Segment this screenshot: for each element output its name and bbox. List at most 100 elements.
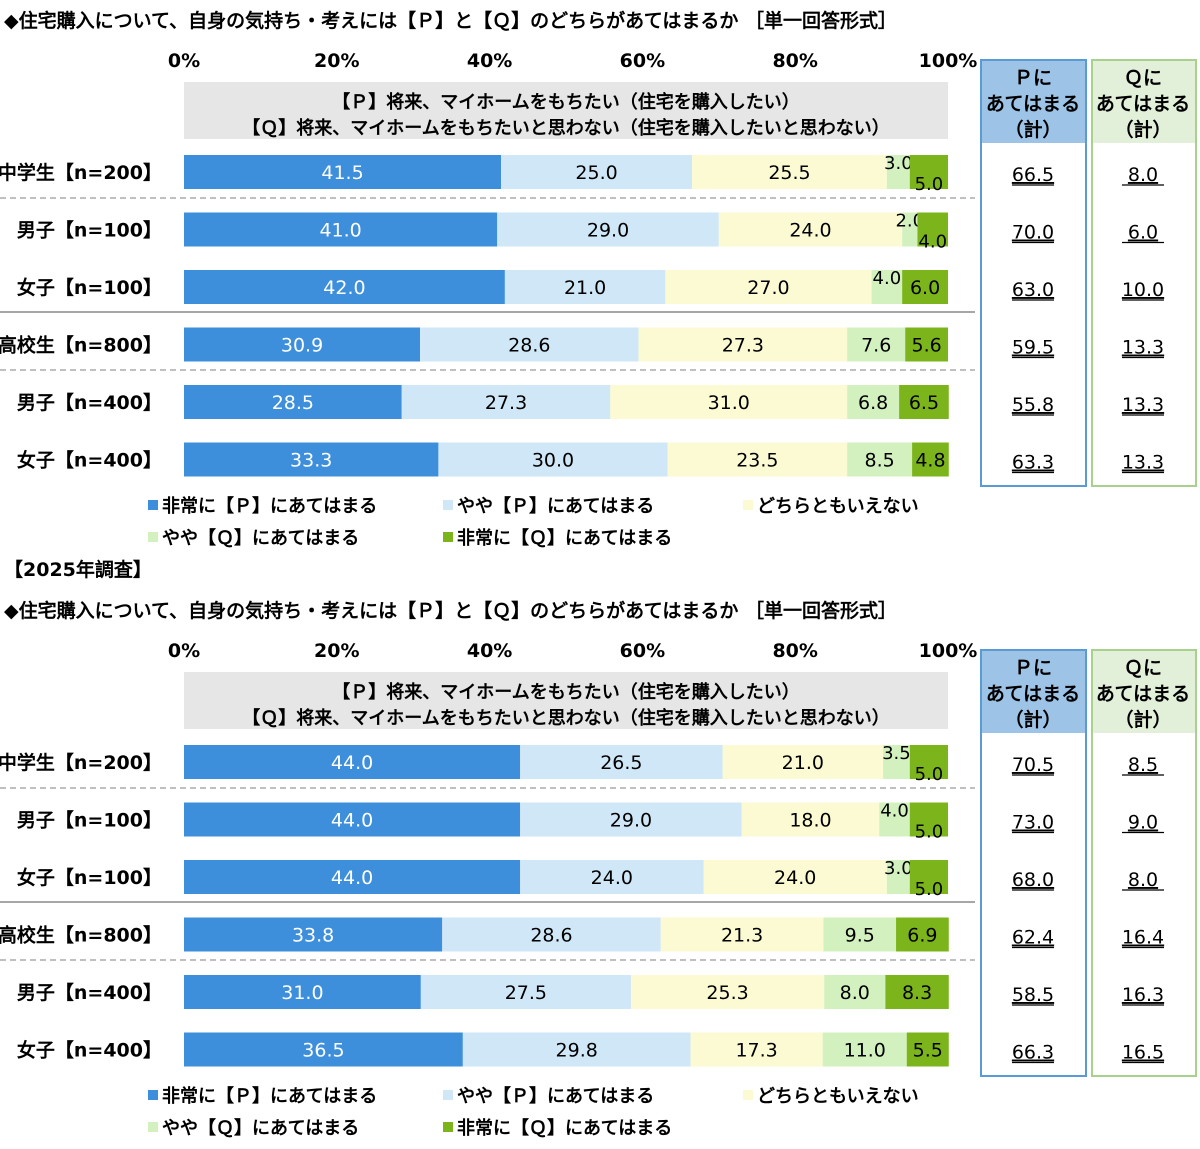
x-tick-label: 40% [467, 640, 512, 662]
x-tick-label: 20% [314, 640, 359, 662]
data-label: 24.0 [774, 867, 816, 889]
q-total-header-line: あてはまる [1096, 683, 1190, 705]
data-label: 5.6 [911, 335, 941, 357]
data-label: 5.0 [915, 822, 944, 843]
bar-segment-p-strong [184, 975, 421, 1009]
panel-2: 【2025年調査】 ◆住宅購入について、自身の気持ち・考えには【Ｐ】と【Ｑ】のどち… [0, 558, 1197, 1139]
category-label: 男子【n=400】 [17, 391, 162, 414]
category-label: 高校生【n=800】 [0, 334, 162, 357]
bar-segment-q-some [823, 917, 897, 952]
data-label: 5.0 [915, 174, 944, 195]
survey-label: 【2025年調査】 [4, 558, 152, 581]
bar-segment-neutral [660, 917, 824, 952]
data-label: 31.0 [708, 392, 750, 414]
question-q: 【Ｑ】将来、マイホームをもちたいと思わない（住宅を購入したいと思わない） [242, 117, 889, 139]
data-label: 27.3 [722, 335, 764, 357]
bar-segment-p-strong [184, 860, 521, 894]
question-p: 【Ｐ】将来、マイホームをもちたい（住宅を購入したい） [332, 681, 799, 703]
data-label: 27.0 [747, 277, 789, 299]
bar-segment-neutral [667, 442, 848, 477]
q-total-header-line: あてはまる [1096, 93, 1190, 115]
bar-segment-p-strong [184, 745, 521, 779]
data-label: 6.0 [910, 277, 940, 299]
p-total-value: 63.3 [1012, 452, 1054, 474]
legend-q-some: やや【Ｑ】にあてはまる [148, 1118, 359, 1139]
bar-segment-neutral [690, 1032, 823, 1067]
data-label: 24.0 [789, 220, 831, 242]
chart-title: ◆住宅購入について、自身の気持ち・考えには【Ｐ】と【Ｑ】のどちらがあてはまるか … [4, 599, 897, 622]
q-total-header-line: （計） [1114, 708, 1171, 731]
bar-segment-neutral [703, 860, 887, 894]
legend-q-strong: 非常に【Ｑ】にあてはまる [443, 527, 672, 549]
data-label: 5.5 [913, 1040, 943, 1062]
legend-swatch [743, 1090, 753, 1100]
bar-segment-neutral [665, 270, 872, 304]
legend-swatch [148, 1122, 158, 1132]
bar-row: 高校生【n=800】 33.8 28.6 21.3 9.5 6.9 62.4 16.4 [0, 917, 1164, 952]
legend: 非常に【Ｐ】にあてはまる やや【Ｐ】にあてはまる どちらともいえないやや【Ｑ】にあて… [148, 495, 919, 549]
bar-segment-q-some [871, 270, 903, 304]
p-total-value: 66.5 [1012, 164, 1054, 186]
bar-segment-p-strong [184, 155, 502, 189]
q-total-value: 16.3 [1122, 984, 1164, 1006]
data-label: 21.3 [721, 925, 763, 947]
data-label: 3.0 [884, 153, 913, 174]
x-tick-label: 80% [772, 640, 817, 662]
x-tick-label: 20% [314, 50, 359, 72]
p-total-header-line: あてはまる [986, 93, 1080, 115]
question-p: 【Ｐ】将来、マイホームをもちたい（住宅を購入したい） [332, 91, 799, 113]
bar-segment-q-some [847, 385, 900, 419]
data-label: 6.5 [909, 392, 939, 414]
legend-q-strong: 非常に【Ｑ】にあてはまる [443, 1117, 672, 1139]
data-label: 25.3 [706, 982, 748, 1004]
data-label: 41.0 [319, 220, 361, 242]
legend-label: 非常に【Ｐ】にあてはまる [162, 1085, 377, 1107]
bar-segment-q-strong [896, 917, 949, 952]
data-label: 31.0 [281, 982, 323, 1004]
category-label: 女子【n=100】 [17, 276, 162, 299]
bar-row: 女子【n=400】 36.5 29.8 17.3 11.0 5.5 66.3 16.5 [17, 1032, 1164, 1067]
bar-segment-p-some [442, 917, 661, 952]
data-label: 4.0 [880, 801, 909, 822]
legend-swatch [148, 1090, 158, 1100]
data-label: 6.8 [858, 392, 888, 414]
bar-segment-q-some [824, 975, 886, 1009]
bar-row: 女子【n=400】 33.3 30.0 23.5 8.5 4.8 63.3 13.3 [17, 442, 1164, 477]
x-tick-label: 80% [772, 50, 817, 72]
bar-segment-p-some [520, 745, 723, 779]
data-label: 28.5 [272, 392, 314, 414]
q-total-value: 8.5 [1128, 754, 1158, 776]
bar-row: 女子【n=100】 44.0 24.0 24.0 3.05.0 68.0 8.0 [17, 858, 1164, 900]
category-label: 中学生【n=200】 [0, 751, 162, 774]
legend-swatch [443, 532, 453, 542]
legend-swatch [443, 1122, 453, 1132]
q-total-header-bg [1093, 61, 1195, 143]
bar-segment-neutral [610, 385, 848, 419]
p-total-header-bg [982, 61, 1085, 143]
p-total-header-line: Ｐに [1014, 657, 1052, 679]
p-total-value: 70.5 [1012, 754, 1054, 776]
bar-segment-p-strong [184, 327, 421, 362]
legend-swatch [743, 500, 753, 510]
bar-segment-q-strong [902, 270, 948, 304]
data-label: 27.5 [505, 982, 547, 1004]
data-label: 7.6 [861, 335, 891, 357]
legend-q-some: やや【Ｑ】にあてはまる [148, 528, 359, 549]
data-label: 4.0 [918, 232, 947, 253]
p-total-header-line: Ｐに [1014, 67, 1052, 89]
q-total-value: 13.3 [1122, 394, 1164, 416]
legend-p-some: やや【Ｐ】にあてはまる [443, 496, 654, 517]
x-tick-label: 40% [467, 50, 512, 72]
p-total-value: 70.0 [1012, 222, 1054, 244]
legend-label: やや【Ｑ】にあてはまる [162, 1118, 359, 1139]
data-label: 2.0 [895, 211, 924, 232]
q-total-value: 8.0 [1128, 869, 1158, 891]
p-total-value: 66.3 [1012, 1042, 1054, 1064]
bar-segment-q-strong [906, 1032, 949, 1067]
legend: 非常に【Ｐ】にあてはまる やや【Ｐ】にあてはまる どちらともいえないやや【Ｑ】にあて… [148, 1085, 919, 1139]
bar-segment-q-some [886, 155, 910, 189]
category-label: 高校生【n=800】 [0, 924, 162, 947]
